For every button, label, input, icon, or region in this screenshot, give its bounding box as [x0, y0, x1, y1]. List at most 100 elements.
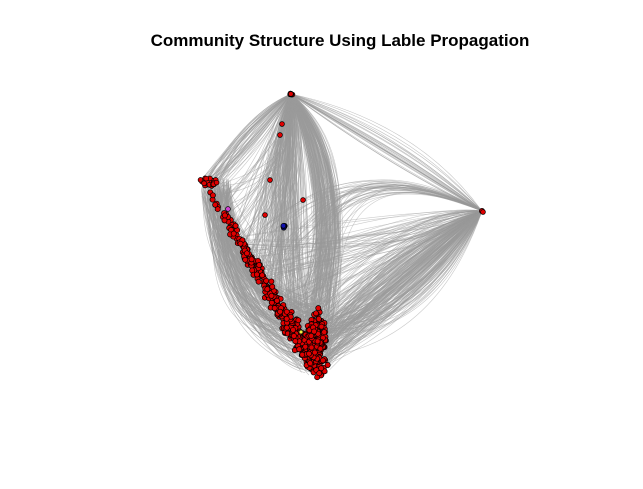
edge	[290, 93, 483, 212]
node	[319, 357, 326, 364]
node	[324, 362, 331, 368]
node	[321, 329, 328, 336]
edge	[213, 93, 292, 185]
node	[283, 315, 290, 322]
node	[318, 365, 325, 372]
node	[311, 349, 318, 356]
node	[230, 230, 237, 237]
node	[264, 286, 271, 293]
node-layer	[197, 90, 486, 381]
edge	[285, 210, 483, 318]
edge	[290, 93, 483, 212]
node-blue	[280, 223, 287, 229]
node	[314, 338, 321, 345]
edge	[241, 93, 293, 245]
node-yellow	[298, 329, 304, 335]
edge	[308, 210, 483, 367]
edge	[327, 210, 483, 365]
node	[292, 338, 299, 345]
edge	[240, 210, 483, 248]
node	[277, 308, 284, 315]
edge	[318, 210, 483, 336]
edge	[290, 93, 483, 212]
edge	[207, 180, 323, 310]
node	[253, 271, 260, 278]
edge	[213, 93, 292, 187]
edge	[262, 210, 483, 279]
edge	[204, 93, 292, 182]
node	[232, 222, 239, 229]
node	[318, 323, 325, 330]
edge	[220, 93, 292, 185]
node	[262, 212, 268, 218]
node	[209, 192, 216, 199]
node	[212, 201, 219, 208]
edge-layer	[201, 93, 483, 376]
node	[213, 179, 220, 186]
edge	[290, 93, 483, 212]
edge	[297, 210, 483, 337]
node	[313, 310, 319, 317]
edge	[209, 184, 305, 333]
edge	[215, 181, 322, 373]
edge	[290, 93, 327, 306]
edge	[290, 93, 483, 212]
chart-title: Community Structure Using Lable Propagat…	[150, 31, 530, 50]
edge	[282, 93, 296, 316]
node	[308, 344, 315, 351]
node	[290, 326, 297, 333]
node-magenta	[225, 206, 231, 212]
node	[256, 262, 263, 268]
edge	[260, 210, 483, 277]
node	[308, 332, 315, 339]
edge	[229, 190, 329, 310]
node	[221, 212, 228, 219]
node	[291, 333, 297, 339]
edge	[240, 93, 292, 244]
node	[248, 256, 255, 263]
node	[306, 350, 312, 357]
edge	[290, 93, 483, 212]
node	[316, 370, 323, 377]
edge	[237, 210, 483, 238]
edge	[206, 93, 292, 180]
edge	[266, 179, 483, 227]
edge	[271, 186, 483, 245]
node	[268, 278, 275, 285]
node	[315, 305, 322, 312]
edge	[304, 210, 483, 349]
node	[255, 278, 262, 285]
node	[300, 197, 306, 203]
node	[296, 346, 303, 353]
edge	[204, 93, 292, 184]
edge	[269, 210, 483, 292]
node	[237, 240, 244, 247]
edge	[290, 93, 323, 321]
node	[480, 209, 486, 215]
edge	[302, 210, 483, 346]
node	[243, 250, 250, 257]
node	[295, 317, 302, 324]
edge	[278, 210, 483, 306]
node	[277, 132, 283, 138]
edge	[282, 209, 483, 313]
edge	[288, 210, 483, 323]
node	[315, 315, 322, 322]
edge	[290, 93, 483, 212]
edge	[276, 192, 483, 271]
edge	[257, 210, 483, 272]
edge	[290, 93, 332, 328]
node	[268, 292, 275, 299]
edge	[323, 210, 483, 334]
edge	[294, 187, 483, 243]
edge	[273, 210, 483, 298]
node	[274, 297, 280, 304]
edge	[213, 184, 307, 353]
edge	[218, 189, 325, 317]
node	[288, 91, 294, 97]
edge	[203, 184, 302, 363]
node	[221, 217, 228, 224]
node	[201, 180, 207, 187]
